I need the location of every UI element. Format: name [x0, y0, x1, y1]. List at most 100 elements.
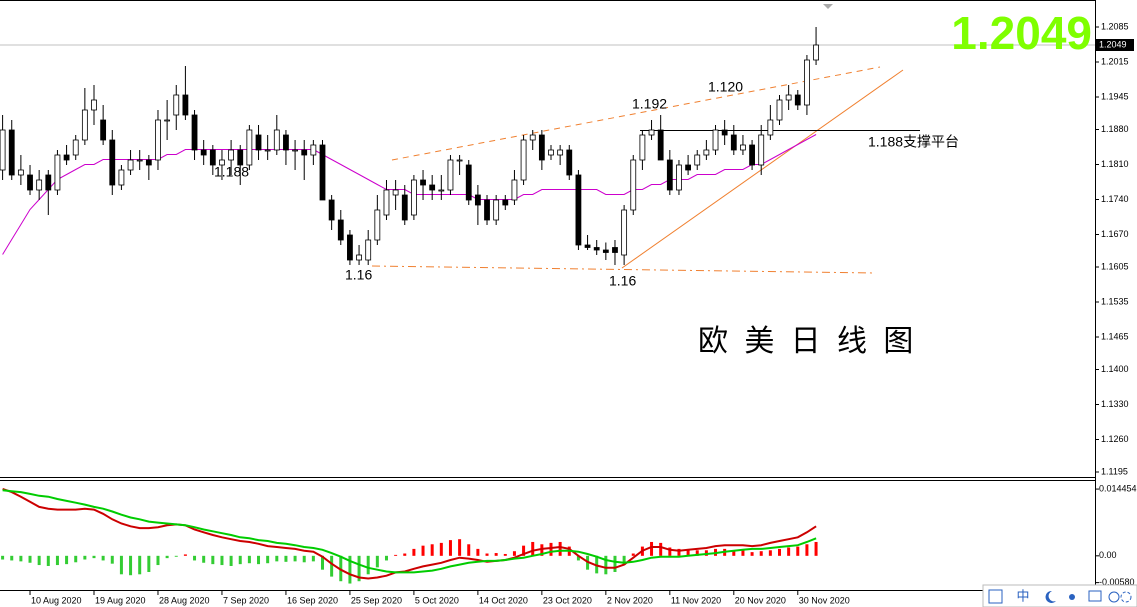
histogram-bar [1, 555, 5, 560]
histogram-bar [467, 544, 471, 556]
histogram-bar [19, 555, 23, 562]
histogram-bar [732, 550, 736, 556]
histogram-bar [366, 555, 370, 575]
candle-body [447, 159, 454, 191]
candle-body [785, 94, 792, 101]
histogram-bar [74, 555, 78, 563]
candle-body [155, 119, 161, 161]
candle-body [685, 164, 691, 171]
last-price-box [1096, 39, 1134, 51]
candle-body [246, 129, 253, 166]
candle-body [730, 134, 737, 151]
candle-body [602, 249, 609, 253]
candle-body [173, 94, 180, 116]
histogram-bar [165, 555, 169, 559]
histogram-bar [266, 555, 270, 564]
candle-body [566, 149, 573, 176]
histogram-bar [284, 555, 288, 562]
y-tick-label: 1.1810 [1101, 159, 1129, 169]
candle-body [813, 44, 819, 61]
histogram-bar [503, 553, 507, 556]
histogram-bar [494, 553, 498, 556]
candle-body [721, 129, 728, 136]
x-tick-label: 23 Oct 2020 [543, 595, 592, 605]
histogram-bar [156, 555, 160, 566]
histogram-bar [92, 555, 96, 559]
candle-body [374, 209, 381, 241]
candle-body [392, 189, 399, 196]
histogram-bar [101, 555, 105, 561]
x-tick-label: 11 Nov 2020 [671, 595, 721, 605]
y-tick-label: 0.014454 [1099, 483, 1137, 493]
histogram-bar [430, 544, 434, 556]
trend-line [391, 66, 881, 161]
candle-body [529, 134, 536, 141]
candle-body [209, 149, 216, 166]
candle-body [584, 244, 591, 248]
candle-body [666, 159, 673, 191]
histogram-bar [321, 555, 324, 570]
candle-body [310, 144, 317, 156]
candle-body [484, 199, 490, 221]
candle-body [639, 134, 646, 161]
y-tick-label: 1.1535 [1101, 296, 1129, 306]
candle-body [621, 209, 628, 256]
y-tick-label: 1.1605 [1101, 261, 1129, 271]
histogram-bar [257, 555, 261, 565]
candle-body [301, 149, 308, 156]
histogram-bar [110, 555, 114, 564]
candle-body [776, 99, 783, 121]
trend-line [371, 265, 876, 274]
ime-icon [1045, 590, 1056, 603]
candle-body [420, 179, 426, 186]
histogram-bar [439, 542, 443, 556]
candle-body [356, 254, 362, 261]
ime-icon [1108, 591, 1120, 603]
y-tick-label: 1.2015 [1101, 56, 1129, 66]
x-tick-label: 2 Nov 2020 [607, 595, 653, 605]
candle-body [712, 129, 719, 151]
histogram-bar [531, 541, 535, 556]
shift-marker [823, 4, 833, 9]
y-tick-label: 1.1880 [1101, 124, 1129, 134]
histogram-bar [750, 552, 754, 556]
candle-body [191, 114, 198, 151]
candle-body [36, 179, 43, 191]
y-tick-label: 1.1195 [1101, 466, 1128, 476]
histogram-bar [412, 548, 416, 556]
candle-body [648, 129, 655, 136]
histogram-bar [403, 553, 407, 556]
histogram-bar [330, 555, 334, 577]
ime-icon [988, 589, 1003, 604]
annotation: 1.188支撑平台 [868, 134, 959, 150]
annotation: 1.16 [345, 267, 372, 283]
candle-body [383, 189, 390, 216]
candle-body [657, 129, 664, 161]
histogram-bar [119, 555, 123, 575]
x-tick-label: 19 Aug 2020 [95, 595, 146, 605]
histogram-bar [138, 555, 142, 575]
candle-body [630, 159, 637, 211]
histogram-bar [549, 542, 553, 556]
histogram-bar [613, 555, 617, 572]
candle-body [502, 199, 509, 206]
candle-body [676, 164, 682, 191]
candle-body [255, 134, 262, 151]
annotation: 1.16 [609, 273, 636, 289]
annotation: 1.188 [214, 164, 249, 180]
candle-body [45, 174, 52, 191]
y-tick-label: 1.1400 [1101, 364, 1129, 374]
histogram-bar [421, 545, 425, 556]
candle-body [511, 179, 518, 201]
annotation: 1.120 [708, 79, 743, 95]
candle-body [145, 159, 152, 166]
candle-body [749, 144, 755, 166]
candle-body [694, 154, 701, 166]
y-tick-label: 1.1330 [1101, 399, 1129, 409]
histogram-bar [28, 555, 32, 563]
histogram-bar [458, 539, 462, 556]
histogram-bar [65, 555, 69, 565]
y-tick-label: 1.2085 [1101, 21, 1129, 31]
